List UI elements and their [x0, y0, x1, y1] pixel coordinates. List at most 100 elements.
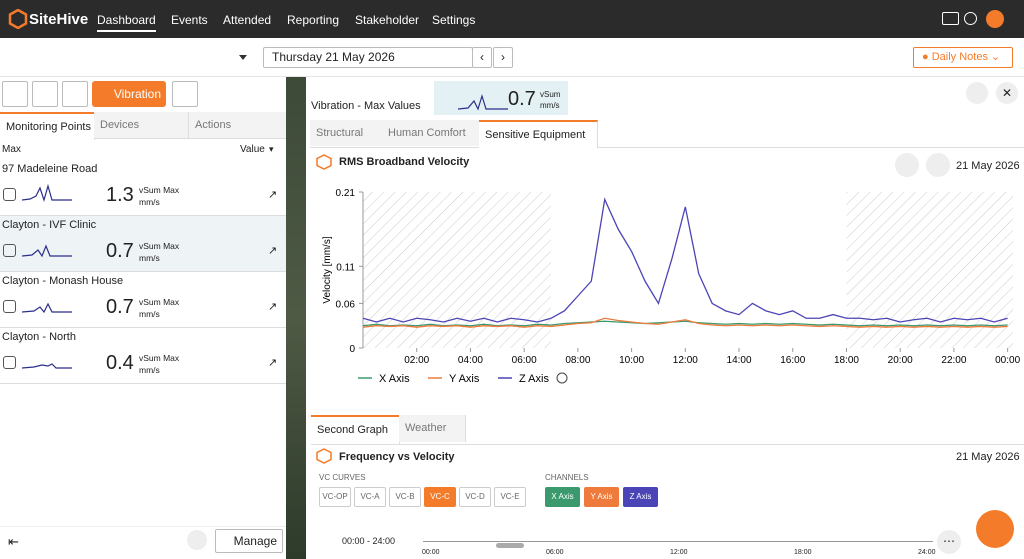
y-tick-label: 0.21: [336, 188, 356, 199]
top-nav: SiteHive Dashboard Events Attended Repor…: [0, 0, 1024, 38]
range: 00:00 - 24:00: [342, 536, 396, 546]
nav-item[interactable]: Events: [171, 13, 208, 27]
channel-button[interactable]: X Axis: [545, 487, 580, 507]
x-tick-label: 06:00: [512, 355, 537, 366]
tab[interactable]: Second Graph: [311, 415, 400, 444]
monitoring-point[interactable]: Clayton - Monash House 0.7 vSum Max mm/s ↗: [0, 272, 286, 328]
x-tick-label: 08:00: [565, 355, 590, 366]
vibration-button[interactable]: Vibration: [92, 81, 166, 107]
vc-button[interactable]: VC-A: [354, 487, 386, 507]
x-tick-label: 10:00: [619, 355, 644, 366]
tab[interactable]: Devices: [94, 112, 189, 138]
tab-label: Actions: [195, 119, 232, 131]
point-value: 0.7: [106, 296, 134, 318]
sparkline-icon: [22, 302, 72, 314]
filter-button[interactable]: [32, 81, 58, 107]
filter-button[interactable]: [172, 81, 198, 107]
edit-button[interactable]: [895, 153, 919, 177]
slider-handle[interactable]: [496, 543, 524, 548]
more-button[interactable]: ⋯: [937, 530, 961, 554]
legend-label: X Axis: [379, 373, 410, 385]
device-icon: [3, 356, 16, 369]
slider-tick: 18:00: [794, 549, 812, 556]
channels-label: CHANNELS: [545, 473, 589, 482]
point-unit: vSum Max: [139, 185, 180, 195]
help-icon[interactable]: [964, 12, 977, 25]
slider-tick: 24:00: [918, 549, 936, 556]
chart-type-button[interactable]: [926, 153, 950, 177]
point-unit: mm/s: [139, 197, 160, 207]
point-unit: mm/s: [139, 365, 160, 375]
collapse-button[interactable]: ⇤: [8, 534, 19, 549]
list-icon[interactable]: [942, 12, 959, 25]
point-name: 97 Madeleine Road: [2, 163, 98, 175]
chart-title: RMS Broadband Velocity: [339, 156, 470, 168]
vc-button[interactable]: VC-OP: [319, 487, 351, 507]
toolbar: Thursday 21 May 2026 ‹ › ● Daily Notes ⌄: [0, 38, 1024, 77]
slider-tick: 06:00: [546, 549, 564, 556]
nav-item[interactable]: Stakeholder: [355, 13, 420, 27]
nav-item[interactable]: Reporting: [287, 13, 340, 27]
tab[interactable]: Monitoring Points: [0, 112, 95, 140]
nav-item[interactable]: Settings: [432, 13, 476, 27]
point-unit: mm/s: [139, 309, 160, 319]
tab-label: Structural: [316, 127, 364, 139]
y-tick-label: 0.06: [336, 299, 356, 310]
vc-button[interactable]: VC-E: [494, 487, 526, 507]
x-tick-label: 18:00: [834, 355, 859, 366]
next-button[interactable]: ›: [493, 47, 513, 68]
tab[interactable]: Actions: [189, 112, 287, 138]
tab[interactable]: Structural: [310, 120, 383, 146]
point-value: 0.4: [106, 352, 134, 374]
manage-button[interactable]: Manage: [215, 529, 283, 553]
y-tick-label: 0.11: [336, 262, 355, 273]
x-tick-label: 00:00: [995, 355, 1020, 366]
nav-item[interactable]: Dashboard: [97, 13, 156, 32]
channel-button[interactable]: Z Axis: [623, 487, 658, 507]
chart-link[interactable]: ↗: [268, 301, 278, 313]
close-button[interactable]: ✕: [996, 82, 1018, 104]
sparkline-icon: [22, 244, 72, 258]
x-tick-label: 12:00: [673, 355, 698, 366]
tab[interactable]: Weather: [399, 415, 466, 442]
vc-button[interactable]: VC-B: [389, 487, 421, 507]
sort-caret[interactable]: ▾: [269, 144, 274, 154]
vc-button[interactable]: VC-D: [459, 487, 491, 507]
divider: [0, 526, 286, 527]
date-picker[interactable]: Thursday 21 May 2026: [263, 47, 473, 68]
right-tabs: Structural Human Comfort Sensitive Equip…: [310, 120, 1024, 148]
legend-label: Z Axis: [519, 373, 549, 385]
avatar[interactable]: [986, 10, 1004, 28]
tab[interactable]: Sensitive Equipment: [479, 120, 598, 148]
second-date: 21 May 2026: [956, 451, 1020, 463]
series-line: [362, 317, 1008, 328]
vc-button[interactable]: VC-C: [424, 487, 456, 507]
chart-link[interactable]: ↗: [268, 245, 278, 257]
series-line: [362, 197, 1008, 323]
group-button[interactable]: [187, 530, 207, 550]
col-right[interactable]: Value: [240, 144, 265, 155]
nav-item[interactable]: Attended: [223, 13, 272, 27]
monitoring-point[interactable]: 97 Madeleine Road 1.3 vSum Max mm/s ↗: [0, 160, 286, 216]
map-strip: [286, 77, 306, 559]
tab-label: Human Comfort: [388, 127, 466, 139]
filter-button[interactable]: [2, 81, 28, 107]
brand: SiteHive: [29, 11, 89, 28]
filter-button[interactable]: [62, 81, 88, 107]
daily-notes-button[interactable]: ● Daily Notes ⌄: [913, 47, 1013, 68]
chart-link[interactable]: ↗: [268, 357, 278, 369]
chart-link[interactable]: ↗: [268, 189, 278, 201]
y-axis-label: Velocity [mm/s]: [322, 236, 333, 303]
monitoring-point[interactable]: Clayton - North 0.4 vSum Max mm/s ↗: [0, 328, 286, 384]
x-tick-label: 14:00: [727, 355, 752, 366]
history-button[interactable]: [966, 82, 988, 104]
chat-button[interactable]: [976, 510, 1014, 548]
tab-label: Monitoring Points: [6, 121, 91, 133]
prev-button[interactable]: ‹: [472, 47, 492, 68]
channel-button[interactable]: Y Axis: [584, 487, 619, 507]
monitoring-point[interactable]: Clayton - IVF Clinic 0.7 vSum Max mm/s ↗: [0, 216, 286, 272]
point-unit: vSum Max: [139, 297, 180, 307]
dropdown-caret[interactable]: [239, 55, 247, 60]
chart: Velocity [mm/s] 0 0.06 0.11 0.21 02:00 04:00 0…: [322, 188, 1021, 385]
tab[interactable]: Human Comfort: [382, 120, 481, 146]
